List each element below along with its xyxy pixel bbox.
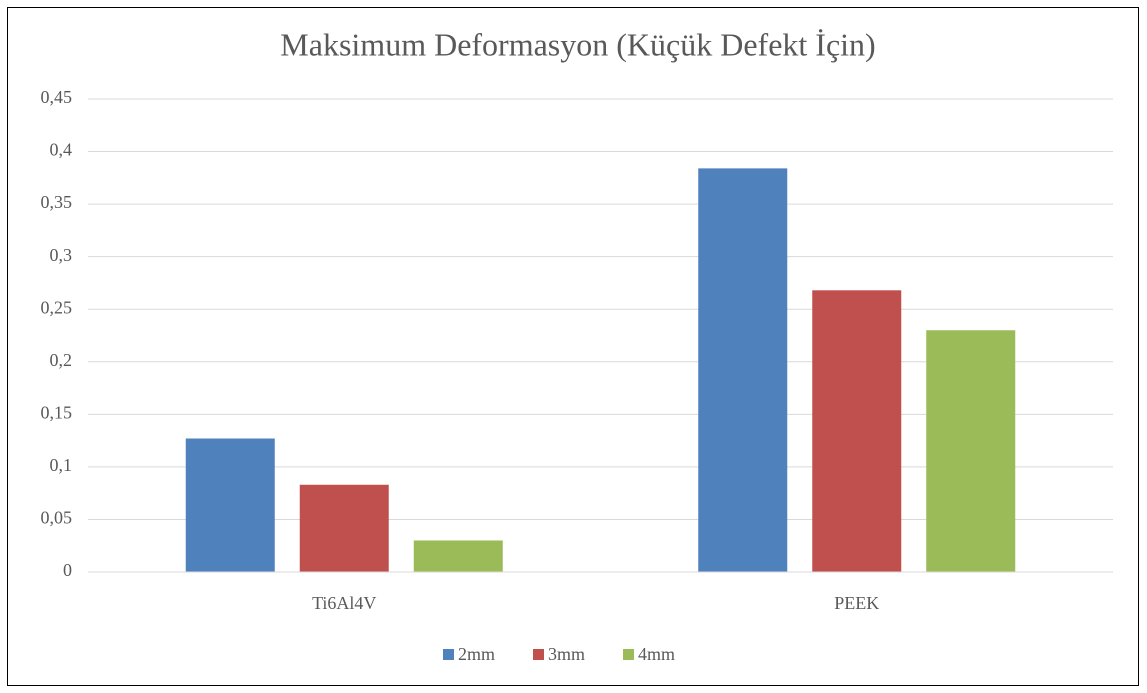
legend-swatch: [623, 649, 634, 660]
y-tick-label: 0,1: [50, 455, 73, 475]
bar: [413, 540, 503, 572]
legend-label: 4mm: [638, 644, 675, 664]
bar: [698, 168, 788, 572]
y-tick-label: 0,4: [50, 140, 73, 160]
y-tick-label: 0,05: [41, 508, 73, 528]
chart-title: Maksimum Deformasyon (Küçük Defekt İçin): [280, 26, 875, 62]
y-tick-label: 0,45: [41, 87, 73, 107]
y-tick-label: 0,2: [50, 350, 73, 370]
y-tick-label: 0,35: [41, 192, 73, 212]
y-tick-label: 0,25: [41, 297, 73, 317]
x-tick-label: PEEK: [834, 593, 879, 613]
bar: [299, 484, 389, 572]
legend-label: 3mm: [548, 644, 585, 664]
bar: [812, 290, 902, 572]
y-tick-label: 0: [63, 560, 72, 580]
bar: [926, 330, 1016, 572]
legend-swatch: [533, 649, 544, 660]
legend-swatch: [443, 649, 454, 660]
bar: [185, 438, 275, 572]
x-tick-label: Ti6Al4V: [312, 593, 376, 613]
y-tick-label: 0,15: [41, 402, 73, 422]
legend-label: 2mm: [458, 644, 495, 664]
y-tick-label: 0,3: [50, 245, 73, 265]
